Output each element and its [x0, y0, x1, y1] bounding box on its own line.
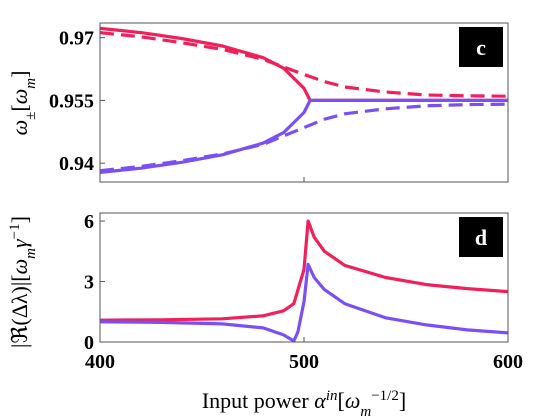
y-axis-label: ω±[ωm] [7, 71, 39, 136]
panel-label-badge [459, 27, 503, 67]
panel-label: c [476, 35, 486, 60]
y-tick-label: 0.94 [59, 153, 94, 175]
panel-c: 0.94 0.955 0.97 c ω±[ωm] [7, 22, 509, 183]
y-axis-label: |ℜ(Δλ)|[ωmγ−1] [7, 216, 39, 348]
series-line-purple-dashed [100, 102, 508, 173]
panel-label-badge [459, 217, 503, 257]
x-tick-label: 600 [493, 351, 523, 373]
panel-label: d [475, 225, 487, 250]
series-line-purple-solid [100, 98, 508, 174]
x-tick-label: 400 [85, 351, 115, 373]
series-group [100, 26, 508, 174]
series-group [100, 219, 508, 342]
plot-frame [99, 22, 509, 183]
y-tick-label: 3 [84, 272, 94, 294]
series-line-purple-solid [100, 262, 508, 342]
y-tick-label: 0.97 [59, 28, 94, 50]
series-line-pink-solid [100, 26, 508, 103]
series-line-pink-dashed [100, 31, 508, 98]
y-tick-label: 0 [84, 332, 94, 354]
y-tick-label: 6 [84, 211, 94, 233]
y-tick-label: 0.955 [49, 90, 94, 112]
panel-d: 0 3 6 400 500 600 d |ℜ(Δλ)|[ωmγ−1] Input power α… [7, 211, 523, 420]
x-tick-label: 500 [289, 351, 319, 373]
series-line-pink-solid [100, 219, 508, 322]
x-axis-label: Input power αin[ωm−1/2] [202, 388, 406, 420]
